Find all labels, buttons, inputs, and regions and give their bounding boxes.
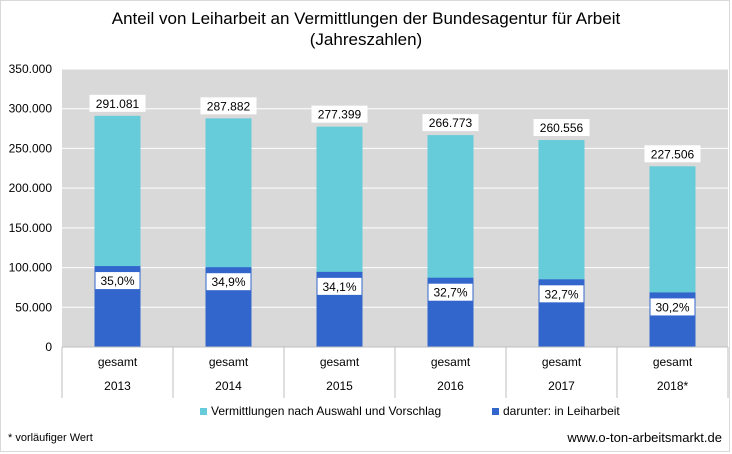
x-year-label: 2016 <box>437 379 464 393</box>
legend-swatch-leiharbeit <box>492 408 499 415</box>
x-tick-label: gesamt <box>653 355 693 369</box>
data-label-box <box>89 94 146 112</box>
y-tick-label: 350.000 <box>9 62 53 76</box>
x-year-label: 2013 <box>104 379 131 393</box>
data-label-box <box>95 272 140 290</box>
x-year-label: 2018* <box>657 379 689 393</box>
y-tick-label: 50.000 <box>15 300 52 314</box>
y-tick-label: 200.000 <box>9 181 53 195</box>
x-year-label: 2017 <box>548 379 575 393</box>
data-label-percent: 32,7% <box>433 286 467 300</box>
y-tick-label: 100.000 <box>9 261 53 275</box>
y-tick-label: 250.000 <box>9 141 53 155</box>
data-label-percent: 34,9% <box>211 275 245 289</box>
data-label-box <box>200 97 257 115</box>
chart-subtitle: (Jahreszahlen) <box>309 30 423 49</box>
chart-title: Anteil von Leiharbeit an Vermittlungen d… <box>0 8 732 50</box>
x-tick-label: gesamt <box>542 355 582 369</box>
data-label-box <box>311 105 368 123</box>
data-label-total: 291.081 <box>96 97 140 111</box>
x-tick-label: gesamt <box>209 355 249 369</box>
x-year-label: 2015 <box>326 379 353 393</box>
x-tick-label: gesamt <box>320 355 360 369</box>
website-credit: www.o-ton-arbeitsmarkt.de <box>567 430 722 445</box>
data-label-percent: 35,0% <box>100 274 134 288</box>
data-label-box <box>317 277 362 295</box>
legend-label-leiharbeit: darunter: in Leiharbeit <box>503 404 620 418</box>
data-label-box <box>644 145 701 163</box>
footnote: * vorläufiger Wert <box>8 432 93 444</box>
chart-title-line: Anteil von Leiharbeit an Vermittlungen d… <box>111 9 621 28</box>
data-label-total: 277.399 <box>318 108 362 122</box>
x-year-label: 2014 <box>215 379 242 393</box>
y-tick-label: 0 <box>45 340 52 354</box>
data-label-box <box>533 119 590 137</box>
data-label-box <box>650 298 695 316</box>
data-label-total: 227.506 <box>651 147 695 161</box>
plot-area <box>62 69 728 347</box>
data-label-total: 260.556 <box>540 121 584 135</box>
legend-swatch-total <box>200 408 207 415</box>
y-tick-label: 300.000 <box>9 102 53 116</box>
data-label-box <box>539 285 584 303</box>
data-label-total: 266.773 <box>429 116 473 130</box>
data-label-percent: 30,2% <box>655 300 689 314</box>
data-label-box <box>428 283 473 301</box>
data-label-box <box>422 114 479 132</box>
x-tick-label: gesamt <box>98 355 138 369</box>
x-tick-label: gesamt <box>431 355 471 369</box>
y-tick-label: 150.000 <box>9 221 53 235</box>
data-label-percent: 34,1% <box>322 280 356 294</box>
data-label-total: 287.882 <box>207 99 251 113</box>
legend-label-total: Vermittlungen nach Auswahl und Vorschlag <box>211 404 441 418</box>
data-label-percent: 32,7% <box>544 287 578 301</box>
data-label-box <box>206 273 251 291</box>
